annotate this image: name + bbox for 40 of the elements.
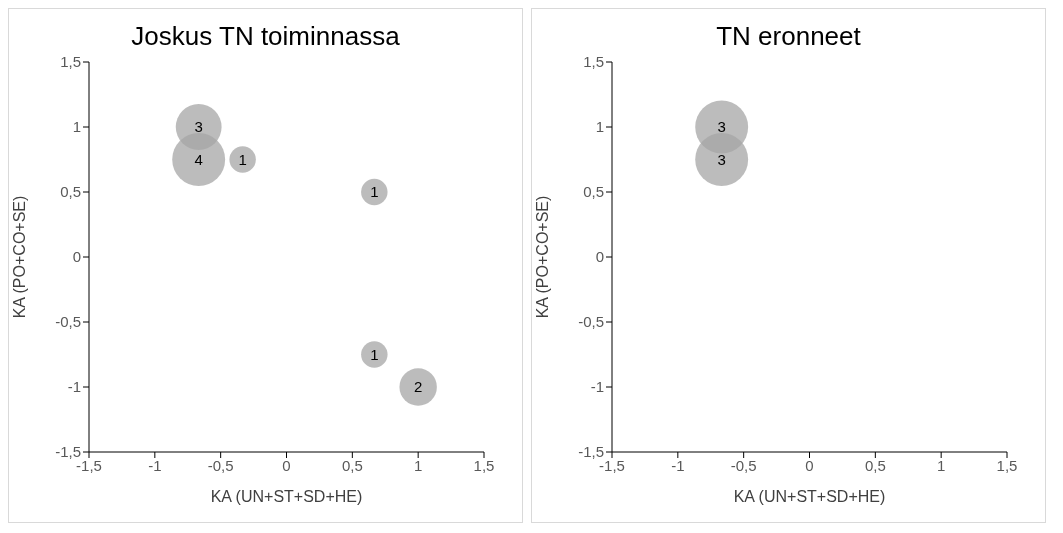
- data-label: 4: [194, 150, 203, 168]
- x-tick-label: 1: [936, 456, 946, 474]
- x-tick-label: 0,5: [341, 456, 363, 474]
- x-tick-label: 0,5: [864, 456, 886, 474]
- x-tick-label: -0,5: [730, 456, 757, 474]
- x-axis-title: KA (UN+ST+SD+HE): [733, 488, 886, 505]
- data-label: 2: [413, 378, 423, 396]
- x-tick-label: -1: [148, 456, 162, 474]
- y-tick-label: -1,5: [578, 443, 604, 461]
- x-tick-label: -1: [671, 456, 685, 474]
- y-tick-label: 0: [72, 248, 81, 266]
- y-tick-label: -0,5: [55, 313, 81, 331]
- data-label: 1: [370, 183, 379, 201]
- y-tick-label: -1,5: [55, 443, 81, 461]
- y-tick-label: -0,5: [578, 313, 604, 331]
- x-axis-title: KA (UN+ST+SD+HE): [210, 488, 363, 505]
- y-tick-label: 1: [595, 118, 604, 136]
- y-tick-label: 1,5: [583, 53, 604, 71]
- y-tick-label: 0,5: [60, 183, 81, 201]
- chart-title: TN eronneet: [715, 21, 862, 52]
- y-tick-label: 1,5: [60, 53, 81, 71]
- x-tick-label: 0: [805, 456, 814, 474]
- x-tick-label: 1,5: [996, 456, 1018, 474]
- y-axis-title: KA (PO+CO+SE): [10, 195, 28, 319]
- data-label: 1: [238, 150, 247, 168]
- y-axis-title: KA (PO+CO+SE): [533, 195, 551, 319]
- x-tick-label: 1: [413, 456, 423, 474]
- x-tick-label: -0,5: [207, 456, 234, 474]
- x-tick-label: 1,5: [473, 456, 495, 474]
- data-label: 3: [717, 118, 726, 136]
- y-tick-label: 0,5: [583, 183, 604, 201]
- data-label: 3: [717, 150, 726, 168]
- data-label: 1: [370, 345, 379, 363]
- x-tick-label: 0: [282, 456, 291, 474]
- y-tick-label: -1: [590, 378, 604, 396]
- y-tick-label: 1: [72, 118, 81, 136]
- chart-title: Joskus TN toiminnassa: [130, 21, 401, 52]
- data-label: 3: [194, 118, 203, 136]
- y-tick-label: -1: [67, 378, 81, 396]
- y-tick-label: 0: [595, 248, 604, 266]
